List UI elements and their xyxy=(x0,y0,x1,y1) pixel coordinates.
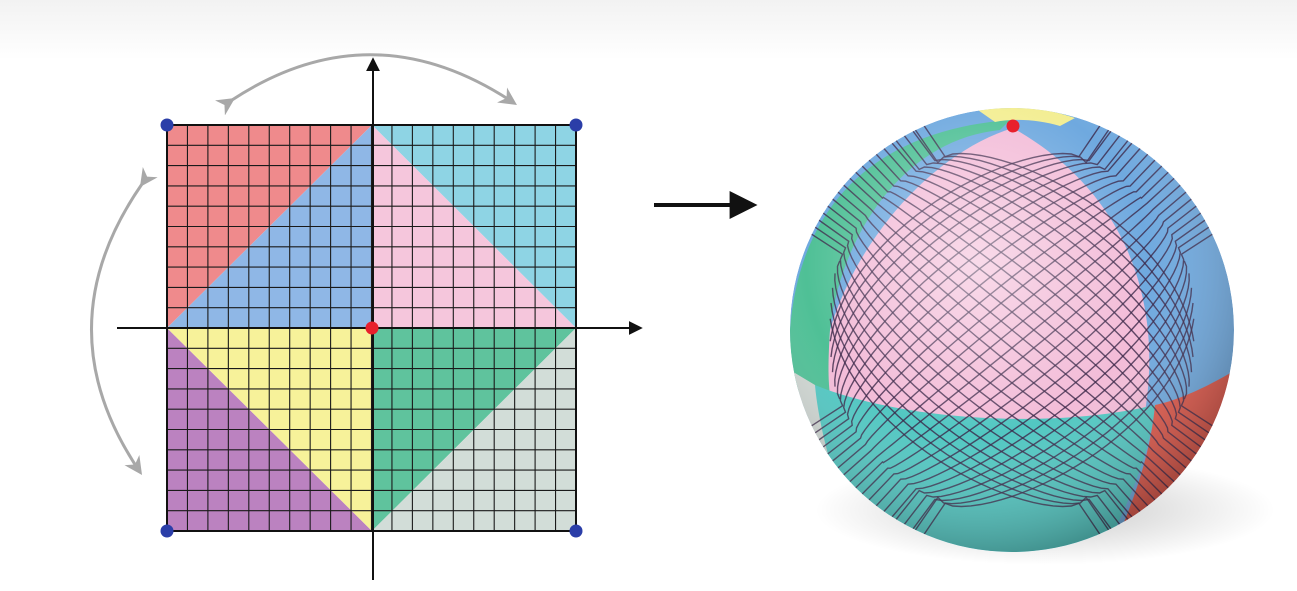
corner-point-bottom-right xyxy=(569,524,583,538)
sphere xyxy=(790,108,1234,552)
flattened-square xyxy=(166,124,577,532)
sphere-shading xyxy=(790,108,1234,552)
background-fade xyxy=(0,0,1297,60)
corner-point-top-right xyxy=(569,118,583,132)
left-rotation-arrow xyxy=(90,167,158,475)
center-point xyxy=(365,321,379,335)
corner-point-bottom-left xyxy=(160,524,174,538)
square-grid xyxy=(167,125,576,531)
corner-point-top-left xyxy=(160,118,174,132)
sphere-pole-point xyxy=(1006,119,1020,133)
top-rotation-arrow xyxy=(215,53,517,116)
